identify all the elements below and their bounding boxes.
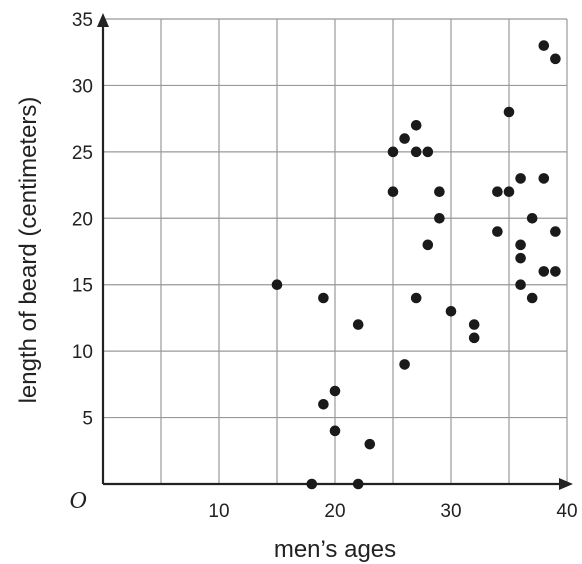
data-point [468, 332, 480, 344]
x-tick-label: 10 [208, 501, 229, 522]
data-point [468, 319, 480, 330]
data-point [538, 173, 550, 184]
data-point [515, 173, 526, 184]
data-point [318, 292, 329, 304]
data-point [503, 106, 515, 118]
data-point [306, 478, 318, 490]
data-point [410, 292, 422, 304]
data-point [329, 385, 341, 397]
data-point [422, 146, 434, 158]
x-tick-label: 40 [556, 501, 577, 522]
data-point [329, 425, 341, 437]
data-point [399, 359, 410, 370]
data-point [352, 478, 364, 490]
data-point [271, 279, 283, 291]
y-tick-label: 25 [72, 143, 93, 164]
data-point [387, 146, 399, 158]
data-point [503, 186, 515, 198]
y-tick-label: 15 [72, 276, 93, 297]
y-tick-label: 10 [72, 342, 93, 363]
data-point [352, 319, 364, 330]
data-point [364, 438, 376, 450]
data-point [387, 186, 399, 198]
x-tick-label: 20 [324, 501, 345, 522]
y-tick-label: 35 [72, 10, 93, 31]
data-point [550, 226, 561, 237]
data-point [515, 279, 526, 291]
x-axis-arrow [559, 478, 573, 490]
data-point [515, 252, 526, 264]
origin-label: O [69, 488, 86, 514]
y-tick-label: 20 [72, 209, 93, 230]
data-point [422, 239, 434, 251]
data-point [550, 266, 561, 277]
axes [97, 13, 573, 490]
x-tick-label: 30 [440, 501, 461, 522]
y-axis-arrow [97, 13, 109, 27]
data-point [492, 186, 503, 198]
data-point [515, 239, 526, 251]
y-tick-label: 30 [72, 76, 93, 97]
data-point [399, 133, 410, 144]
data-point [434, 212, 445, 224]
data-point [492, 226, 503, 237]
tick-labels: 10 20 30 40 5 10 15 20 25 30 35 [72, 10, 578, 522]
data-points [271, 40, 561, 490]
x-axis-title: men’s ages [274, 536, 396, 563]
data-point [550, 53, 561, 65]
data-point [538, 40, 550, 51]
grid [102, 18, 568, 485]
data-point [445, 305, 457, 317]
data-point [526, 292, 538, 304]
data-point [434, 186, 445, 198]
y-axis-title: length of beard (centimeters) [15, 97, 42, 404]
data-point [410, 119, 422, 131]
y-tick-label: 5 [82, 409, 93, 430]
data-point [526, 212, 538, 224]
data-point [538, 266, 550, 277]
data-point [410, 146, 422, 158]
data-point [318, 398, 329, 410]
